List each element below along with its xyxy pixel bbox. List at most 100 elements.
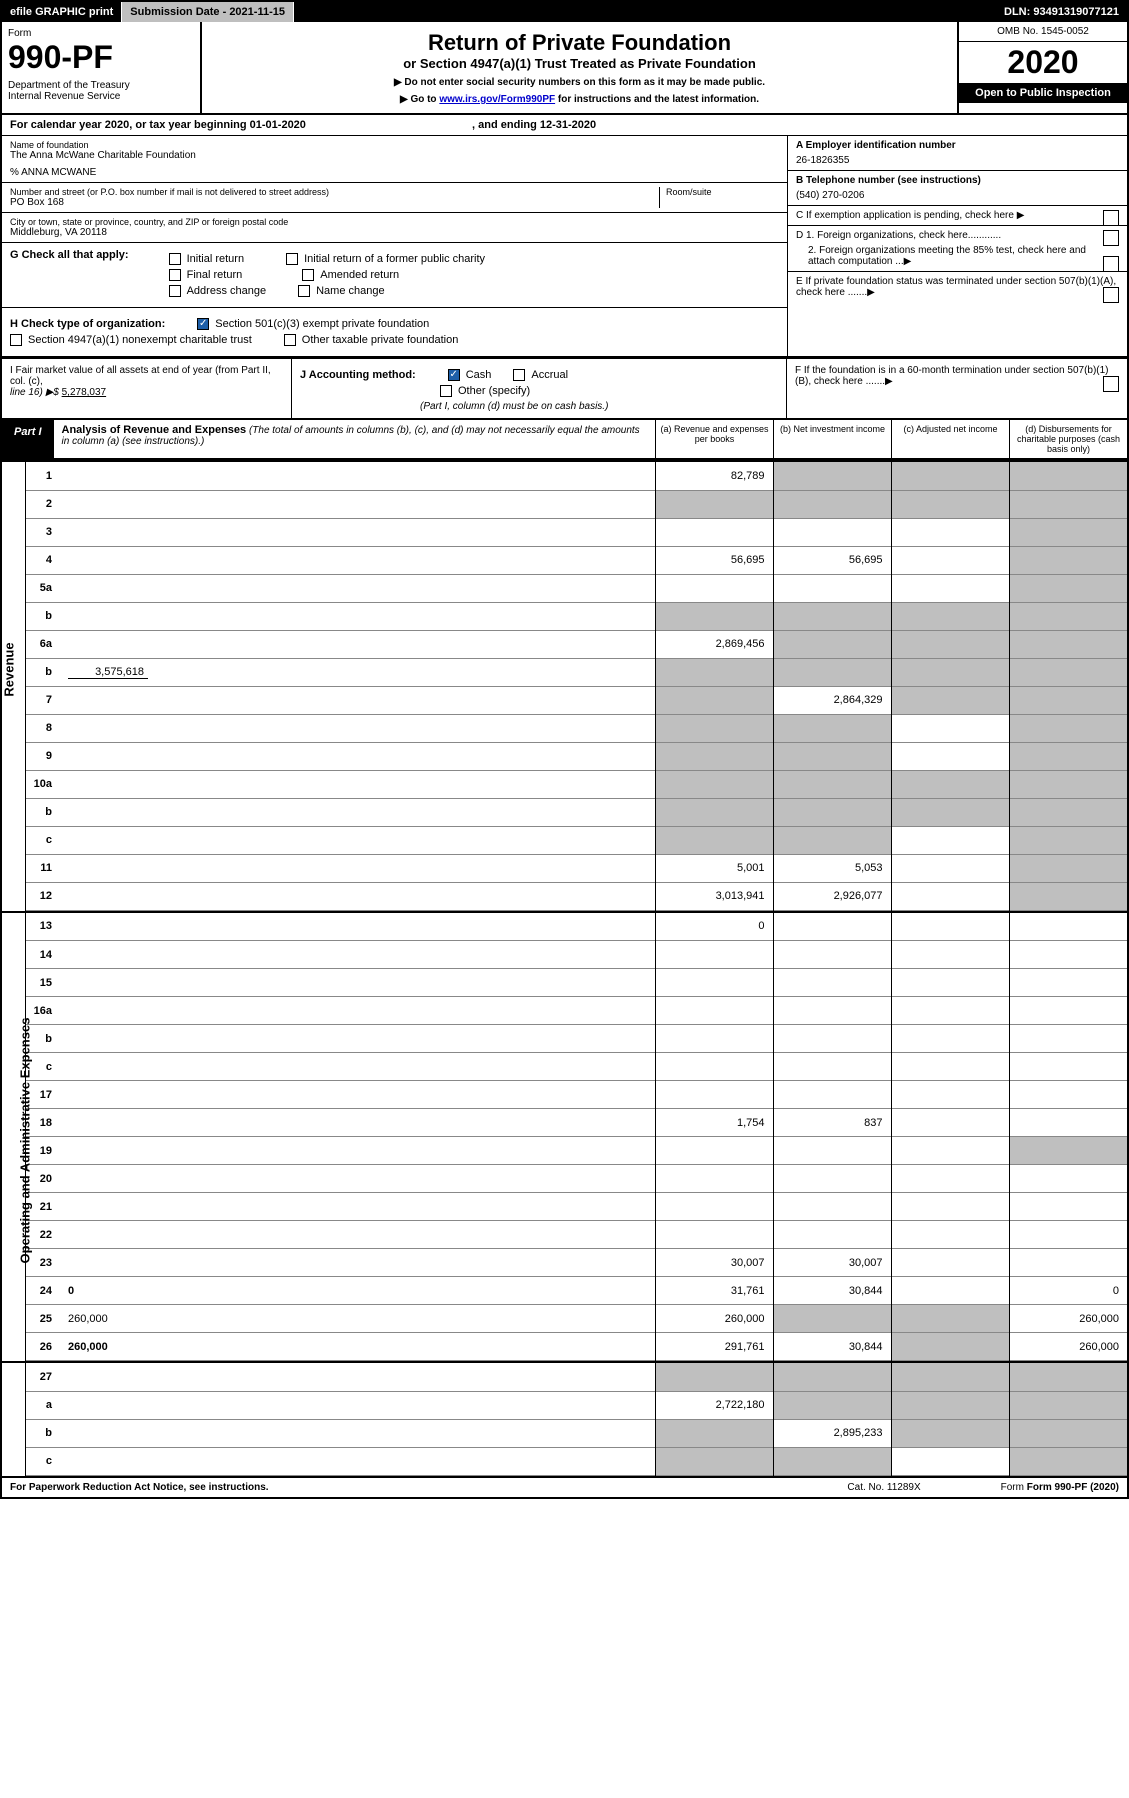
checkbox-amended[interactable] (302, 269, 314, 281)
table-row: 20 (26, 1165, 1127, 1193)
bottom-spacer (2, 1363, 26, 1476)
section-h: H Check type of organization:Section 501… (2, 307, 787, 356)
line-number: b (26, 602, 62, 630)
table-row: 26260,000291,76130,844260,000 (26, 1333, 1127, 1361)
cell-b (773, 1053, 891, 1081)
cell-a (655, 574, 773, 602)
efile-label[interactable]: efile GRAPHIC print (2, 2, 122, 22)
cell-a (655, 1053, 773, 1081)
ein: 26-1826355 (796, 155, 1119, 166)
cell-c (891, 1333, 1009, 1361)
cell-d (1009, 770, 1127, 798)
cell-c (891, 1193, 1009, 1221)
cell-a (655, 941, 773, 969)
cell-b (773, 1447, 891, 1475)
line-desc (62, 686, 655, 714)
checkbox-final[interactable] (169, 269, 181, 281)
cell-a: 5,001 (655, 854, 773, 882)
city-state-zip: Middleburg, VA 20118 (10, 227, 779, 238)
cell-a: 0 (655, 913, 773, 941)
col-c-head: (c) Adjusted net income (891, 420, 1009, 458)
cell-b (773, 742, 891, 770)
cell-a: 2,869,456 (655, 630, 773, 658)
city-label: City or town, state or province, country… (10, 217, 779, 227)
cell-c (891, 770, 1009, 798)
form-link[interactable]: www.irs.gov/Form990PF (439, 94, 555, 105)
line-desc (62, 630, 655, 658)
cell-a (655, 1025, 773, 1053)
checkbox-f[interactable] (1103, 376, 1119, 392)
line-desc (62, 1249, 655, 1277)
checkbox-initial[interactable] (169, 253, 181, 265)
cell-b (773, 941, 891, 969)
cell-b: 30,844 (773, 1333, 891, 1361)
checkbox-name[interactable] (298, 285, 310, 297)
cell-a (655, 1221, 773, 1249)
checkbox-d1[interactable] (1103, 230, 1119, 246)
cell-b (773, 630, 891, 658)
cell-b: 30,844 (773, 1277, 891, 1305)
i-line: line 16) ▶$ (10, 387, 59, 398)
table-row: b2,895,233 (26, 1419, 1127, 1447)
checkbox-other-method[interactable] (440, 385, 452, 397)
cell-b (773, 1193, 891, 1221)
checkbox-501c3[interactable] (197, 318, 209, 330)
line-number: 3 (26, 518, 62, 546)
line-number: 24 (26, 1277, 62, 1305)
line-desc (62, 462, 655, 490)
table-row: 8 (26, 714, 1127, 742)
line-number: 15 (26, 969, 62, 997)
cell-b (773, 969, 891, 997)
checkbox-4947[interactable] (10, 334, 22, 346)
cell-a: 56,695 (655, 546, 773, 574)
table-row: 21 (26, 1193, 1127, 1221)
omb-number: OMB No. 1545-0052 (959, 22, 1127, 42)
form-subtitle: or Section 4947(a)(1) Trust Treated as P… (210, 56, 949, 71)
line-desc: 260,000 (62, 1333, 655, 1361)
cell-b: 5,053 (773, 854, 891, 882)
cell-c (891, 1053, 1009, 1081)
checkbox-accrual[interactable] (513, 369, 525, 381)
checkbox-cash[interactable] (448, 369, 460, 381)
footer-right: Form Form 990-PF (2020) (1001, 1482, 1119, 1493)
checkbox-other-taxable[interactable] (284, 334, 296, 346)
cell-b: 30,007 (773, 1249, 891, 1277)
table-row: c (26, 1447, 1127, 1475)
opt-other: Other (specify) (458, 385, 530, 397)
cell-a (655, 997, 773, 1025)
line-number: 6a (26, 630, 62, 658)
checkbox-e[interactable] (1103, 287, 1119, 303)
checkbox-initial-former[interactable] (286, 253, 298, 265)
d1-label: D 1. Foreign organizations, check here..… (796, 230, 1001, 241)
line-desc (62, 882, 655, 910)
cell-c (891, 602, 1009, 630)
checkbox-c[interactable] (1103, 210, 1119, 226)
line-desc (62, 1391, 655, 1419)
cell-b (773, 1165, 891, 1193)
checkbox-address[interactable] (169, 285, 181, 297)
cell-b (773, 1025, 891, 1053)
line-number: 25 (26, 1305, 62, 1333)
opt-address: Address change (187, 285, 267, 297)
line-desc (62, 941, 655, 969)
line-desc: 260,000 (62, 1305, 655, 1333)
line-desc (62, 714, 655, 742)
cell-d (1009, 1193, 1127, 1221)
table-row: 24031,76130,8440 (26, 1277, 1127, 1305)
table-row: 10a (26, 770, 1127, 798)
part-label: Part I (2, 420, 54, 458)
cell-c (891, 913, 1009, 941)
cell-c (891, 882, 1009, 910)
table-row: 2 (26, 490, 1127, 518)
table-row: 130 (26, 913, 1127, 941)
line-desc (62, 1053, 655, 1081)
checkbox-d2[interactable] (1103, 256, 1119, 272)
cell-d (1009, 1137, 1127, 1165)
table-row: a2,722,180 (26, 1391, 1127, 1419)
cell-a (655, 1137, 773, 1165)
opt-501c3: Section 501(c)(3) exempt private foundat… (215, 318, 429, 330)
cell-c (891, 574, 1009, 602)
cell-b (773, 798, 891, 826)
cell-a (655, 969, 773, 997)
cell-d (1009, 1249, 1127, 1277)
